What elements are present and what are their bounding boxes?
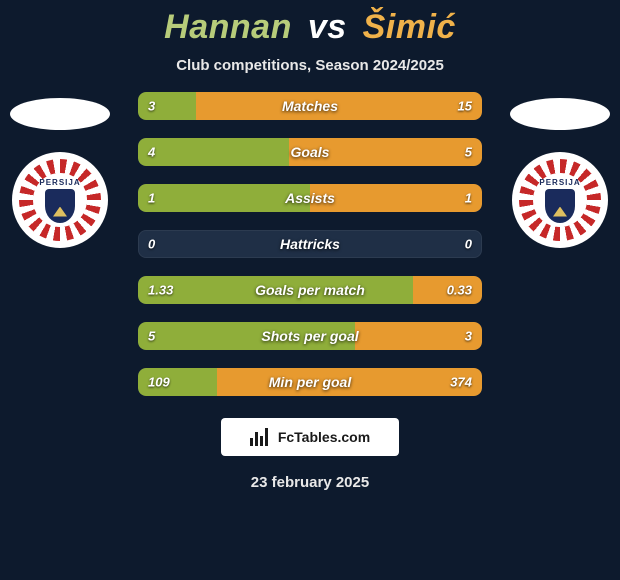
- stat-row: 0 0 Hattricks: [138, 230, 482, 258]
- stat-row: 109 374 Min per goal: [138, 368, 482, 396]
- stat-label: Goals per match: [255, 282, 365, 298]
- stat-row: 1 1 Assists: [138, 184, 482, 212]
- stat-row: 5 3 Shots per goal: [138, 322, 482, 350]
- crest-top-text: PERSIJA: [539, 178, 580, 187]
- stat-value-right: 0.33: [447, 283, 472, 298]
- stat-label: Hattricks: [280, 236, 340, 252]
- stat-bars: 3 15 Matches 4 5 Goals 1 1 Assists 0 0 Hattricks 1.3…: [138, 92, 482, 396]
- stat-fill-right: [310, 184, 482, 212]
- comparison-title: Hannan vs Šimić: [0, 0, 620, 47]
- stat-label: Goals: [291, 144, 330, 160]
- stat-label: Shots per goal: [261, 328, 358, 344]
- bar-chart-icon: [250, 428, 272, 446]
- stat-value-left: 0: [148, 237, 155, 252]
- stat-row: 4 5 Goals: [138, 138, 482, 166]
- stat-value-right: 15: [458, 99, 472, 114]
- right-side: PERSIJA: [500, 92, 620, 248]
- player-1-name: Hannan: [164, 8, 292, 46]
- footer-brand: FcTables.com: [278, 429, 370, 445]
- stat-value-right: 3: [465, 329, 472, 344]
- stat-value-left: 4: [148, 145, 155, 160]
- shield-icon: [545, 189, 575, 223]
- player-2-name: Šimić: [363, 8, 456, 46]
- subtitle: Club competitions, Season 2024/2025: [0, 57, 620, 74]
- stat-value-left: 1: [148, 191, 155, 206]
- shield-icon: [45, 189, 75, 223]
- stat-value-left: 1.33: [148, 283, 173, 298]
- stat-fill-right: [196, 92, 482, 120]
- stat-value-right: 5: [465, 145, 472, 160]
- footer-logo: FcTables.com: [221, 418, 399, 456]
- stat-value-right: 374: [450, 375, 472, 390]
- stat-fill-left: [138, 138, 289, 166]
- stage: PERSIJA PERSIJA 3 15 Matches 4 5 Goals 1 1 Assis…: [0, 92, 620, 396]
- stat-label: Min per goal: [269, 374, 351, 390]
- stat-fill-right: [355, 322, 482, 350]
- stat-value-right: 0: [465, 237, 472, 252]
- stat-label: Assists: [285, 190, 335, 206]
- player-1-club-crest: PERSIJA: [12, 152, 108, 248]
- stat-fill-left: [138, 92, 196, 120]
- crest-top-text: PERSIJA: [39, 178, 80, 187]
- stat-label: Matches: [282, 98, 338, 114]
- vs-text: vs: [308, 8, 347, 46]
- stat-row: 3 15 Matches: [138, 92, 482, 120]
- stat-value-right: 1: [465, 191, 472, 206]
- player-1-photo-placeholder: [10, 98, 110, 130]
- stat-value-left: 109: [148, 375, 170, 390]
- date: 23 february 2025: [0, 474, 620, 491]
- player-2-club-crest: PERSIJA: [512, 152, 608, 248]
- left-side: PERSIJA: [0, 92, 120, 248]
- stat-value-left: 5: [148, 329, 155, 344]
- stat-value-left: 3: [148, 99, 155, 114]
- player-2-photo-placeholder: [510, 98, 610, 130]
- stat-row: 1.33 0.33 Goals per match: [138, 276, 482, 304]
